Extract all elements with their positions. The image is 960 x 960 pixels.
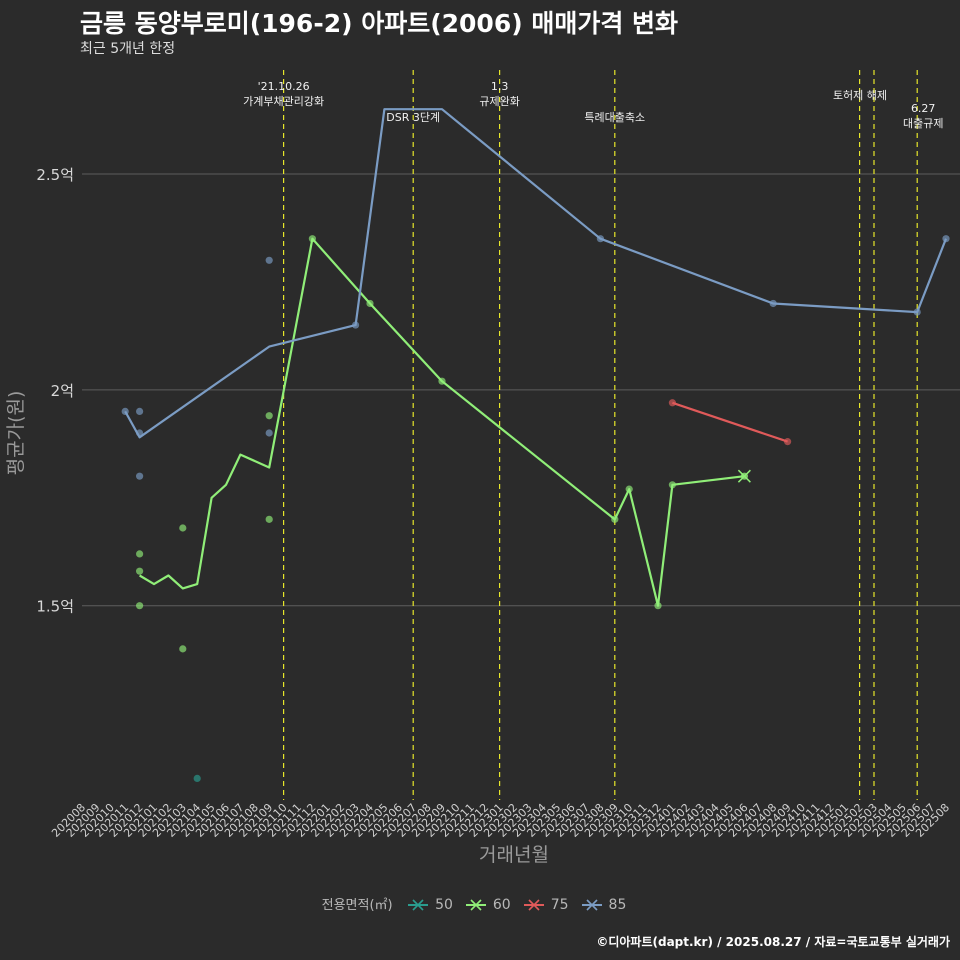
data-point-60 [136, 602, 144, 610]
legend-item-50: 50 [407, 897, 453, 913]
y-tick-label: 2억 [51, 382, 74, 400]
data-point-50 [193, 774, 201, 783]
legend-item-75: 75 [523, 897, 569, 913]
data-point-85 [769, 299, 777, 308]
latest-marker-60 [737, 469, 751, 483]
legend-item-85: 85 [581, 897, 627, 913]
data-point-85 [596, 235, 605, 243]
legend-key-icon [408, 899, 429, 911]
data-point-75 [784, 438, 792, 446]
legend-label: 75 [550, 897, 569, 913]
data-point-60 [265, 515, 273, 523]
chart-subtitle: 최근 5개년 한정 [80, 41, 176, 57]
y-tick-label: 1.5억 [36, 598, 74, 616]
data-point-60 [625, 485, 633, 493]
legend-label: 60 [492, 897, 511, 913]
event-label: 6.27 대출규제 [903, 102, 943, 130]
data-point-60 [438, 377, 446, 385]
x-axis-title: 거래년월 [479, 844, 549, 866]
data-point-60 [366, 299, 374, 308]
chart-title: 금릉 동양부로미(196-2) 아파트(2006) 매매가격 변화 [80, 9, 679, 38]
data-point-60 [654, 602, 662, 610]
series-line-60 [139, 237, 745, 607]
data-point-60 [668, 481, 677, 489]
event-label: 1.3 규제완화 [479, 80, 519, 108]
legend: 전용면적(㎡) 50 60 75 85 [0, 894, 960, 913]
data-point-60 [136, 567, 144, 575]
data-point-85 [121, 407, 129, 416]
data-point-60 [179, 645, 187, 653]
legend-label: 85 [608, 897, 627, 913]
legend-label: 50 [435, 897, 453, 913]
data-point-60 [265, 412, 273, 420]
data-point-75 [668, 399, 677, 407]
legend-item-60: 60 [465, 897, 511, 913]
data-point-85 [136, 429, 144, 437]
data-point-85 [913, 308, 921, 316]
series-line-75 [672, 401, 788, 443]
data-point-60 [179, 524, 187, 532]
y-axis-title: 평균가(원) [5, 391, 27, 476]
event-label: 토허제 해제 [833, 88, 887, 102]
legend-key-icon [465, 899, 486, 911]
grid-lines [82, 173, 960, 607]
data-point-85 [136, 407, 144, 416]
legend-key-icon [581, 899, 602, 911]
source-caption: ©디아파트(dapt.kr) / 2025.08.27 / 자료=국토교통부 실… [596, 935, 950, 949]
data-point-85 [265, 429, 273, 437]
data-point-60 [136, 550, 144, 558]
data-point-60 [611, 515, 619, 523]
data-point-85 [942, 235, 950, 243]
event-label: '21.10.26 가계부채관리강화 [243, 80, 324, 108]
legend-key-icon [523, 899, 544, 911]
data-point-85 [352, 321, 360, 329]
data-point-85 [265, 256, 273, 264]
series-layer [121, 108, 950, 783]
legend-title: 전용면적(㎡) [321, 898, 393, 913]
axes: 1.5억2억2.5억202008202009202010202011202012… [5, 166, 952, 866]
event-label: 특례대출축소 [584, 111, 645, 124]
data-point-60 [308, 235, 316, 243]
event-label: DSR 3단계 [386, 111, 440, 124]
y-tick-label: 2.5억 [36, 166, 74, 184]
series-line-85 [124, 108, 948, 439]
data-point-85 [136, 472, 144, 480]
